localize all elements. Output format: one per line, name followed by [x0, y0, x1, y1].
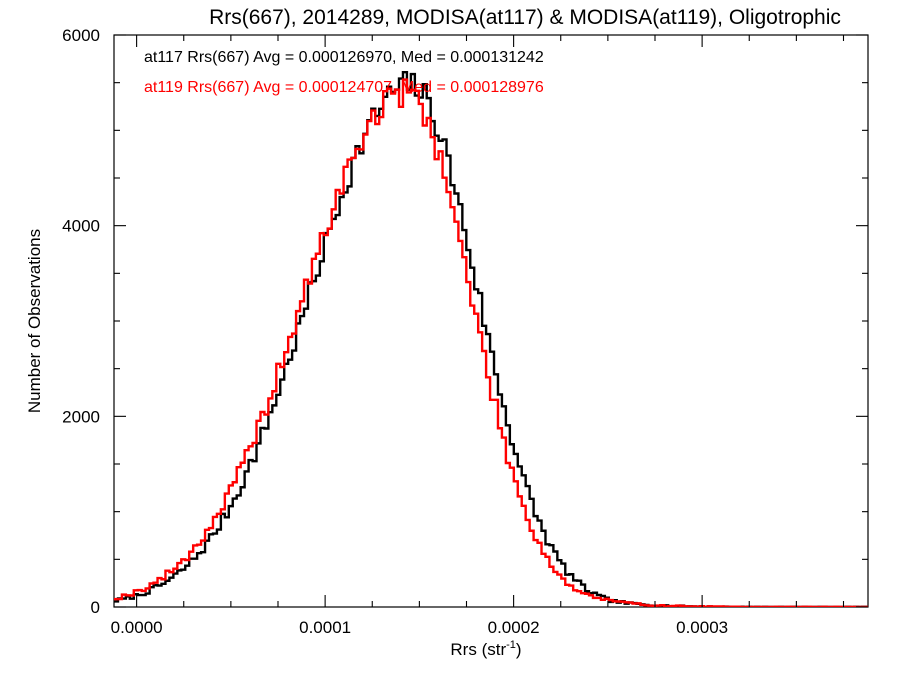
legend-entry-at119: at119 Rrs(667) Avg = 0.000124707, Med = … [144, 79, 544, 96]
y-axis-label: Number of Observations [25, 229, 44, 413]
y-tick-label: 6000 [62, 26, 100, 45]
x-axis-label-superscript: -1 [506, 639, 516, 651]
x-axis-label-main: Rrs (str [450, 640, 506, 659]
histogram-series-at117 [114, 70, 868, 607]
chart-title: Rrs(667), 2014289, MODISA(at117) & MODIS… [209, 6, 841, 29]
histogram-series-group [114, 70, 868, 607]
y-tick-label: 0 [91, 598, 100, 617]
x-tick-label: 0.0002 [488, 618, 540, 637]
x-tick-label: 0.0000 [111, 618, 163, 637]
x-tick-label: 0.0001 [299, 618, 351, 637]
y-tick-label: 2000 [62, 407, 100, 426]
x-axis-label: Rrs (str-1) [450, 639, 521, 659]
x-tick-label: 0.0003 [676, 618, 728, 637]
histogram-series-at119 [114, 78, 868, 607]
axis-ticks-group: 0.0000 0.0001 0.0002 0.0003 0 2000 4000 6000 [62, 26, 868, 637]
y-tick-label: 4000 [62, 217, 100, 236]
plot-area-frame [113, 34, 869, 608]
legend-entry-at117: at117 Rrs(667) Avg = 0.000126970, Med = … [144, 49, 544, 66]
x-axis-label-end: ) [516, 640, 522, 659]
